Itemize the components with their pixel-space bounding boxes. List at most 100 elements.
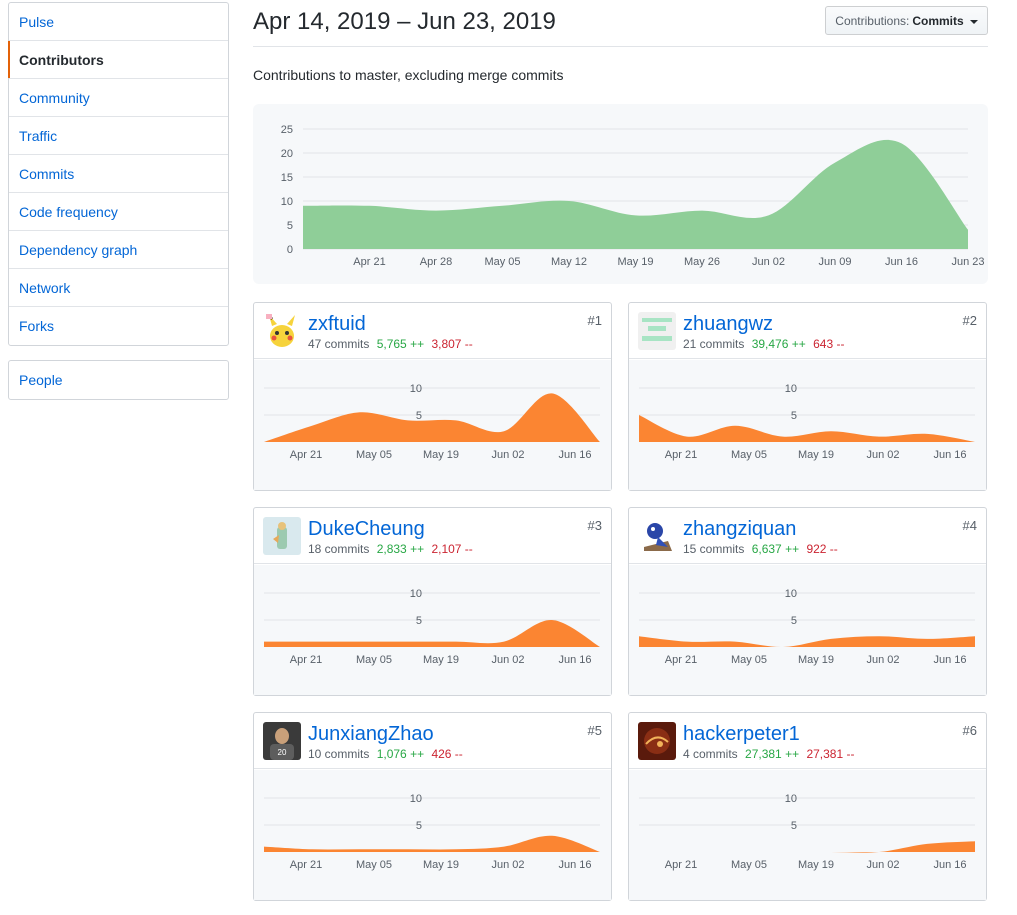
x-tick-label: May 19 <box>617 256 653 268</box>
x-tick-label: Apr 21 <box>353 256 385 268</box>
contributor-name-link[interactable]: hackerpeter1 <box>683 723 800 745</box>
main-graph-svg: 0 5 10 15 20 25 Apr 21 Apr 28 May 05 May 12 May 19… <box>281 124 985 268</box>
sidebar-item-code-frequency[interactable]: Code frequency <box>9 193 228 231</box>
y-tick-label: 10 <box>785 383 797 395</box>
contributor-graph-svg: 5 10 Apr 21 May 05 May 19 Jun 02 Jun 16 <box>264 383 600 461</box>
sidebar-item-commits[interactable]: Commits <box>9 155 228 193</box>
y-tick-label: 0 <box>287 244 293 256</box>
caret-down-icon <box>969 19 978 24</box>
contributor-commits-area <box>264 393 600 442</box>
x-tick-label: Jun 16 <box>558 654 591 666</box>
select-label: Contributions: <box>835 13 910 28</box>
x-tick-label: May 19 <box>423 654 459 666</box>
contributor-commits-area <box>639 636 975 648</box>
avatar[interactable] <box>263 312 301 350</box>
sidebar-item-dependency-graph[interactable]: Dependency graph <box>9 231 228 269</box>
contributor-stats: 10 commits 1,076 ++ 426 -- <box>308 747 463 761</box>
contributor-card: zhangziquan 15 commits 6,637 ++ 922 -- #… <box>628 507 987 696</box>
contributor-rank: #4 <box>962 518 977 533</box>
commits-area-series <box>303 139 968 249</box>
contributor-card-header: DukeCheung 18 commits 2,833 ++ 2,107 -- … <box>254 508 611 564</box>
x-tick-label: Apr 21 <box>290 654 322 666</box>
x-tick-label: May 05 <box>356 449 392 461</box>
x-tick-label: Jun 02 <box>866 859 899 871</box>
avatar[interactable] <box>263 517 301 555</box>
x-tick-label: May 05 <box>731 654 767 666</box>
x-tick-label: Jun 16 <box>558 449 591 461</box>
x-tick-label: Jun 16 <box>933 449 966 461</box>
contributor-rank: #2 <box>962 313 977 328</box>
contributor-name-link[interactable]: JunxiangZhao <box>308 723 434 745</box>
y-tick-label: 10 <box>281 196 293 208</box>
additions-count: 6,637 ++ <box>751 542 800 556</box>
contributor-card-header: zhuangwz 21 commits 39,476 ++ 643 -- #2 <box>629 303 986 359</box>
x-tick-label: Apr 21 <box>290 449 322 461</box>
y-tick-label: 5 <box>287 220 293 232</box>
y-tick-label: 10 <box>410 383 422 395</box>
sidebar-item-community[interactable]: Community <box>9 79 228 117</box>
contributor-card: 20 JunxiangZhao 10 commits 1,076 ++ 426 … <box>253 712 612 901</box>
y-tick-label: 5 <box>791 615 797 627</box>
y-tick-label: 5 <box>416 615 422 627</box>
x-tick-label: May 05 <box>731 859 767 871</box>
date-range-title: Apr 14, 2019 – Jun 23, 2019 <box>253 8 556 35</box>
contributor-rank: #5 <box>587 723 602 738</box>
deletions-count: 3,807 -- <box>431 337 473 351</box>
sidebar-nav: Pulse Contributors Community Traffic Com… <box>8 2 229 346</box>
contributor-card: zxftuid 47 commits 5,765 ++ 3,807 -- #1 … <box>253 302 612 491</box>
x-tick-label: Apr 21 <box>665 449 697 461</box>
contributor-name-link[interactable]: DukeCheung <box>308 518 425 540</box>
avatar[interactable]: 20 <box>263 722 301 760</box>
sidebar-item-network[interactable]: Network <box>9 269 228 307</box>
commit-count: 18 commits <box>308 542 370 556</box>
avatar[interactable] <box>638 722 676 760</box>
x-tick-label: Jun 23 <box>951 256 984 268</box>
contributor-name-link[interactable]: zxftuid <box>308 313 366 335</box>
contributor-stats: 21 commits 39,476 ++ 643 -- <box>683 337 844 351</box>
additions-count: 1,076 ++ <box>376 747 425 761</box>
deletions-count: 2,107 -- <box>431 542 473 556</box>
avatar[interactable] <box>638 312 676 350</box>
sidebar-item-contributors[interactable]: Contributors <box>8 41 228 79</box>
sidebar-item-people[interactable]: People <box>19 372 63 388</box>
contributor-card-header: hackerpeter1 4 commits 27,381 ++ 27,381 … <box>629 713 986 769</box>
sidebar-item-traffic[interactable]: Traffic <box>9 117 228 155</box>
x-tick-label: May 05 <box>731 449 767 461</box>
additions-count: 5,765 ++ <box>376 337 425 351</box>
x-tick-label: Jun 16 <box>933 859 966 871</box>
contributor-rank: #1 <box>587 313 602 328</box>
contributor-stats: 47 commits 5,765 ++ 3,807 -- <box>308 337 473 351</box>
contributor-graph: 5 10 Apr 21 May 05 May 19 Jun 02 Jun 16 <box>629 360 986 490</box>
contributor-graph: 5 10 Apr 21 May 05 May 19 Jun 02 Jun 16 <box>629 770 986 900</box>
y-tick-label: 10 <box>785 588 797 600</box>
x-tick-label: May 26 <box>684 256 720 268</box>
contributor-name-link[interactable]: zhangziquan <box>683 518 797 540</box>
avatar[interactable] <box>638 517 676 555</box>
deletions-count: 643 -- <box>813 337 845 351</box>
sidebar-item-pulse[interactable]: Pulse <box>9 3 228 41</box>
contributor-graph-svg: 5 10 Apr 21 May 05 May 19 Jun 02 Jun 16 <box>639 588 975 666</box>
contributor-card-header: zxftuid 47 commits 5,765 ++ 3,807 -- #1 <box>254 303 611 359</box>
x-tick-label: May 19 <box>798 654 834 666</box>
x-tick-label: May 05 <box>484 256 520 268</box>
y-tick-label: 20 <box>281 148 293 160</box>
contributor-stats: 18 commits 2,833 ++ 2,107 -- <box>308 542 473 556</box>
commit-count: 4 commits <box>683 747 738 761</box>
contributions-select-button[interactable]: Contributions: Commits <box>825 6 988 35</box>
x-tick-label: Jun 02 <box>491 449 524 461</box>
x-tick-label: May 05 <box>356 654 392 666</box>
contributor-graph: 5 10 Apr 21 May 05 May 19 Jun 02 Jun 16 <box>629 565 986 695</box>
additions-count: 39,476 ++ <box>751 337 806 351</box>
y-tick-label: 10 <box>410 793 422 805</box>
deletions-count: 426 -- <box>431 747 463 761</box>
contributor-graph-svg: 5 10 Apr 21 May 05 May 19 Jun 02 Jun 16 <box>639 793 975 871</box>
x-tick-label: Jun 02 <box>866 449 899 461</box>
sidebar-item-forks[interactable]: Forks <box>19 318 54 334</box>
graph-subtitle: Contributions to master, excluding merge… <box>253 67 564 83</box>
y-tick-label: 25 <box>281 124 293 136</box>
contributor-graph: 5 10 Apr 21 May 05 May 19 Jun 02 Jun 16 <box>254 565 611 695</box>
x-tick-label: Apr 21 <box>665 654 697 666</box>
x-tick-label: Apr 21 <box>665 859 697 871</box>
contributor-name-link[interactable]: zhuangwz <box>683 313 774 335</box>
x-tick-label: May 19 <box>798 449 834 461</box>
